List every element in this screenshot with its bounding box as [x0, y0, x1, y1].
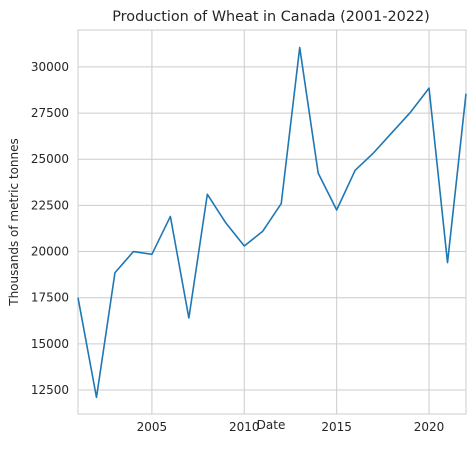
wheat-production-line — [77, 46, 467, 399]
y-tick-label: 12500 — [31, 383, 69, 397]
y-tick-label: 22500 — [31, 198, 69, 212]
y-axis-label: Thousands of metric tonnes — [7, 138, 21, 307]
y-tick-label: 30000 — [31, 60, 69, 74]
y-tick-label: 25000 — [31, 152, 69, 166]
grid — [78, 30, 466, 414]
x-axis-label: Date — [257, 418, 286, 432]
x-tick-label: 2020 — [414, 420, 445, 434]
y-tick-label: 15000 — [31, 337, 69, 351]
y-axis-ticks: 12500 15000 17500 20000 22500 25000 27500 30000 — [31, 60, 69, 397]
y-tick-label: 17500 — [31, 291, 69, 305]
x-tick-label: 2005 — [137, 420, 168, 434]
x-tick-label: 2015 — [321, 420, 352, 434]
plot-frame — [77, 29, 467, 415]
chart-title: Production of Wheat in Canada (2001-2022… — [112, 9, 430, 25]
x-axis-ticks: 2005 2010 2015 2020 — [137, 420, 445, 434]
series-layer — [77, 46, 467, 399]
y-tick-label: 20000 — [31, 245, 69, 259]
y-tick-label: 27500 — [31, 106, 69, 120]
x-tick-label: 2010 — [229, 420, 260, 434]
